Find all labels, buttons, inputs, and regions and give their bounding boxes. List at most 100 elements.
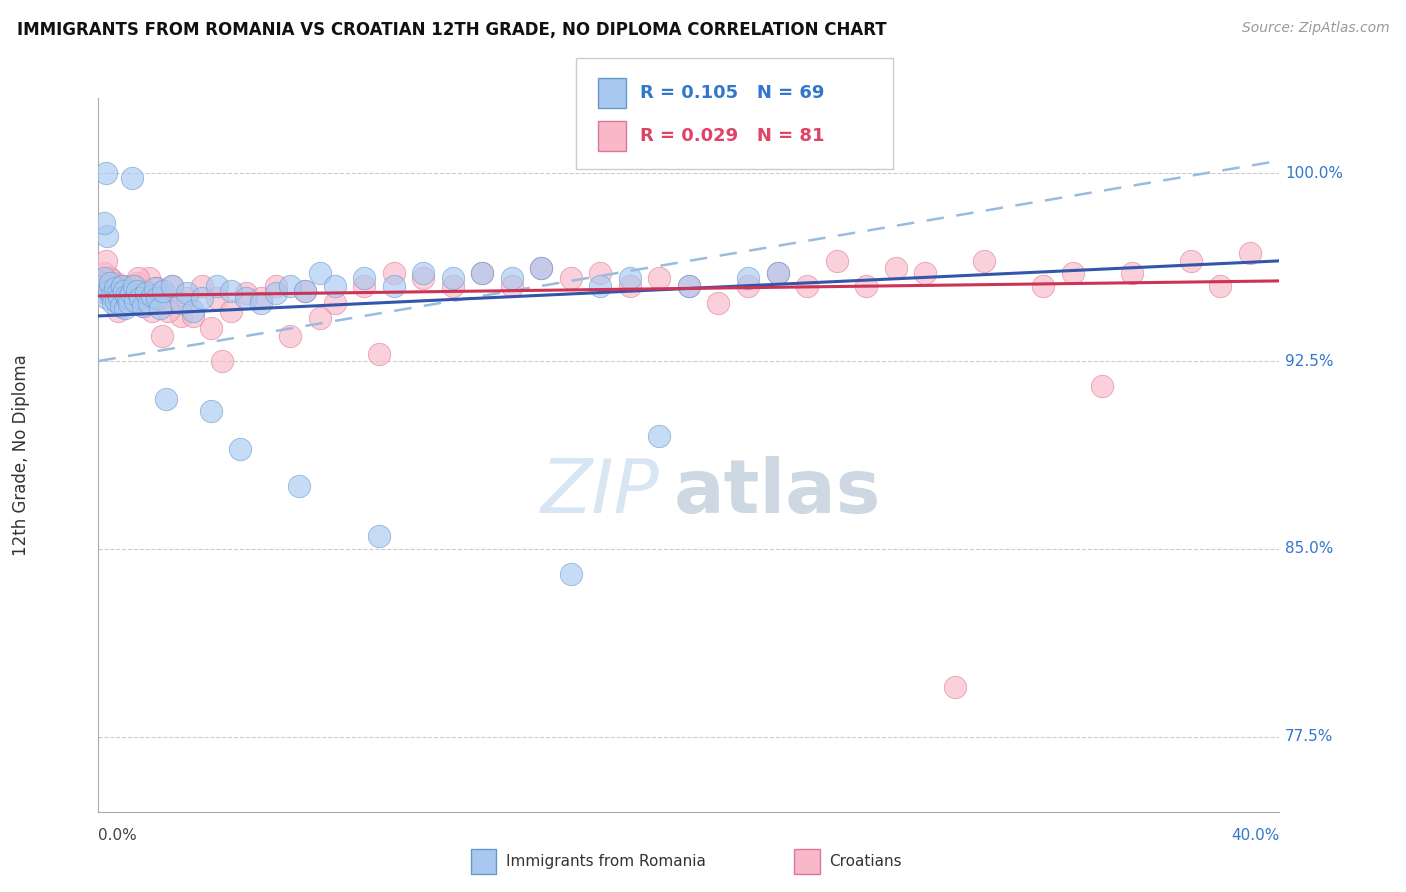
Point xyxy=(135,286,157,301)
Text: Croatians: Croatians xyxy=(830,855,903,869)
Point xyxy=(309,266,332,280)
Text: 12th Grade, No Diploma: 12th Grade, No Diploma xyxy=(13,354,30,556)
Point xyxy=(1209,279,1232,293)
Point xyxy=(96,284,118,298)
Point xyxy=(943,680,966,694)
Point xyxy=(235,292,257,306)
Point xyxy=(104,279,127,293)
Point xyxy=(118,296,141,310)
Point xyxy=(120,296,142,310)
Point xyxy=(1180,253,1202,268)
Point xyxy=(162,279,183,293)
Point xyxy=(191,292,214,306)
Point xyxy=(250,292,273,306)
Point xyxy=(678,279,700,293)
Point xyxy=(501,271,523,285)
Point xyxy=(707,296,730,310)
Point xyxy=(1121,266,1143,280)
Point xyxy=(98,271,121,285)
Point xyxy=(93,216,115,230)
Point xyxy=(796,279,818,293)
Point xyxy=(412,266,434,280)
Point xyxy=(737,279,759,293)
Point xyxy=(152,292,174,306)
Point xyxy=(884,261,907,276)
Text: Immigrants from Romania: Immigrants from Romania xyxy=(506,855,706,869)
Point xyxy=(181,309,204,323)
Point xyxy=(138,296,160,310)
Point xyxy=(125,284,148,298)
Point xyxy=(100,289,122,303)
Point xyxy=(1062,266,1084,280)
Point xyxy=(108,292,131,306)
Point xyxy=(1032,279,1054,293)
Point xyxy=(128,292,150,306)
Point xyxy=(97,284,120,298)
Point xyxy=(471,266,494,280)
Point xyxy=(619,271,641,285)
Point xyxy=(294,284,316,298)
Text: R = 0.029   N = 81: R = 0.029 N = 81 xyxy=(640,127,824,145)
Point xyxy=(117,292,139,306)
Point xyxy=(441,271,464,285)
Point xyxy=(124,293,146,308)
Point xyxy=(141,289,163,303)
Point xyxy=(162,279,183,293)
Point xyxy=(149,301,172,316)
Point xyxy=(441,279,464,293)
Point xyxy=(412,271,434,285)
Point xyxy=(530,261,553,276)
Point xyxy=(205,292,228,306)
Point xyxy=(97,271,120,285)
Point xyxy=(120,286,142,301)
Point xyxy=(1239,246,1261,260)
Point xyxy=(191,279,214,293)
Point xyxy=(825,253,848,268)
Text: 0.0%: 0.0% xyxy=(98,828,138,843)
Point xyxy=(250,296,273,310)
Point xyxy=(108,281,131,295)
Point xyxy=(294,284,316,298)
Point xyxy=(107,286,129,301)
Point xyxy=(229,442,252,456)
Text: R = 0.105   N = 69: R = 0.105 N = 69 xyxy=(640,84,824,102)
Point xyxy=(323,296,346,310)
Point xyxy=(648,271,671,285)
Point xyxy=(855,279,877,293)
Point xyxy=(111,292,134,306)
Point xyxy=(91,279,114,293)
Point xyxy=(138,271,160,285)
Point xyxy=(973,253,995,268)
Point xyxy=(219,304,243,318)
Point xyxy=(205,279,228,293)
Point xyxy=(170,296,193,310)
Point xyxy=(170,309,193,323)
Point xyxy=(155,296,177,310)
Point xyxy=(128,292,150,306)
Point xyxy=(114,301,136,316)
Point xyxy=(264,286,287,301)
Point xyxy=(141,304,163,318)
Point xyxy=(98,277,121,291)
Point xyxy=(96,228,118,243)
Point xyxy=(146,281,169,295)
Point xyxy=(737,271,759,285)
Point xyxy=(382,266,405,280)
Point xyxy=(264,279,287,293)
Point xyxy=(115,289,138,303)
Point xyxy=(114,284,136,298)
Point xyxy=(103,286,125,301)
Point xyxy=(211,354,233,368)
Point xyxy=(678,279,700,293)
Point xyxy=(115,296,138,310)
Text: atlas: atlas xyxy=(675,456,882,529)
Point xyxy=(94,286,117,301)
Point xyxy=(90,279,112,293)
Point xyxy=(93,271,115,285)
Point xyxy=(121,279,143,293)
Point xyxy=(368,346,391,360)
Point xyxy=(122,279,145,293)
Point xyxy=(96,292,118,306)
Text: 92.5%: 92.5% xyxy=(1285,353,1333,368)
Point xyxy=(181,304,204,318)
